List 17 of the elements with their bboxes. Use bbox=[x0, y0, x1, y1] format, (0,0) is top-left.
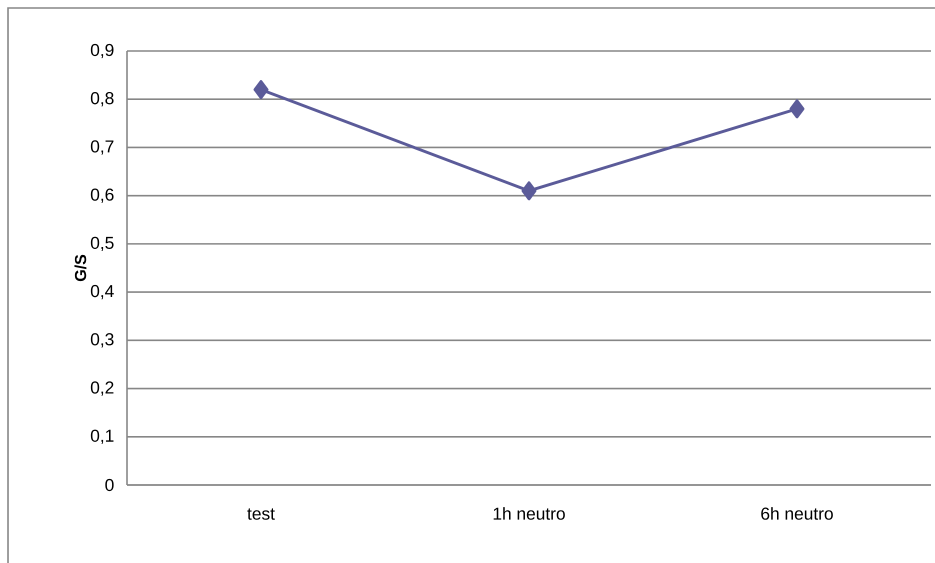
y-tick-label: 0 bbox=[105, 478, 114, 492]
point bbox=[790, 99, 804, 118]
y-tick-label: 0,3 bbox=[90, 333, 114, 348]
y-tick-label: 0,2 bbox=[90, 381, 114, 396]
y-tick-label: 0,7 bbox=[90, 140, 114, 155]
y-tick-label: 0,6 bbox=[90, 188, 114, 203]
y-tick-label: 0,1 bbox=[90, 430, 114, 444]
x-tick-label: 6h neutro bbox=[761, 507, 833, 520]
y-tick-label: 0,9 bbox=[90, 44, 114, 58]
y-axis-title: G/S bbox=[74, 254, 86, 282]
y-tick-label: 0,5 bbox=[90, 236, 114, 252]
x-tick-label: 1h neutro bbox=[494, 507, 565, 520]
y-tick-label: 0,8 bbox=[90, 92, 114, 106]
y-tick-label: 0,4 bbox=[90, 284, 114, 300]
point bbox=[522, 181, 536, 200]
x-tick-label: test bbox=[247, 508, 275, 520]
point bbox=[254, 80, 268, 100]
